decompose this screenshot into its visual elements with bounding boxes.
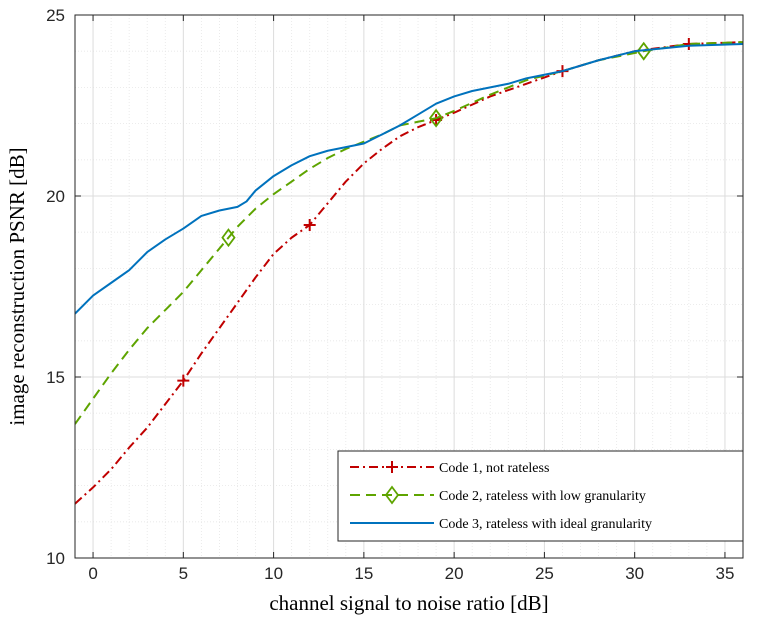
series-line [75,41,743,425]
legend-item: Code 3, rateless with ideal granularity [350,517,652,532]
y-axis-label: image reconstruction PSNR [dB] [5,147,29,425]
series-2 [75,41,743,425]
series-marker [636,41,651,61]
series-marker [303,218,316,231]
axis-ticks [75,14,743,559]
tick-labels: 0 5 10 15 20 25 30 35 10 15 20 25 [46,6,734,583]
x-tick-label: 35 [715,564,734,583]
legend-label: Code 2, rateless with low granularity [439,489,646,504]
series-line [75,42,743,315]
legend-label: Code 1, not rateless [439,461,549,476]
x-tick-label: 20 [445,564,464,583]
x-tick-label: 0 [88,564,97,583]
legend-item: Code 2, rateless with low granularity [350,485,646,505]
x-tick-label: 30 [625,564,644,583]
legend-label: Code 3, rateless with ideal granularity [439,517,652,532]
legend-marker [384,485,400,505]
y-tick-label: 20 [46,187,65,206]
y-tick-label: 10 [46,549,65,568]
series-marker [177,374,190,387]
legend-marker [386,461,398,473]
series-marker [221,228,236,248]
plot-area-frame [74,14,744,559]
series-1 [75,37,743,505]
series-line [75,41,743,505]
series-marker [428,108,444,128]
x-tick-label: 10 [264,564,283,583]
legend-item: Code 1, not rateless [350,461,549,476]
x-axis-label: channel signal to noise ratio [dB] [269,591,548,615]
series-3 [75,42,743,315]
x-tick-label: 25 [535,564,554,583]
x-tick-label: 5 [179,564,188,583]
plot-series [75,37,743,505]
y-tick-label: 15 [46,368,65,387]
x-tick-label: 15 [354,564,373,583]
legend: Code 1, not rateless Code 2, rateless wit… [337,450,744,542]
y-tick-label: 25 [46,6,65,25]
